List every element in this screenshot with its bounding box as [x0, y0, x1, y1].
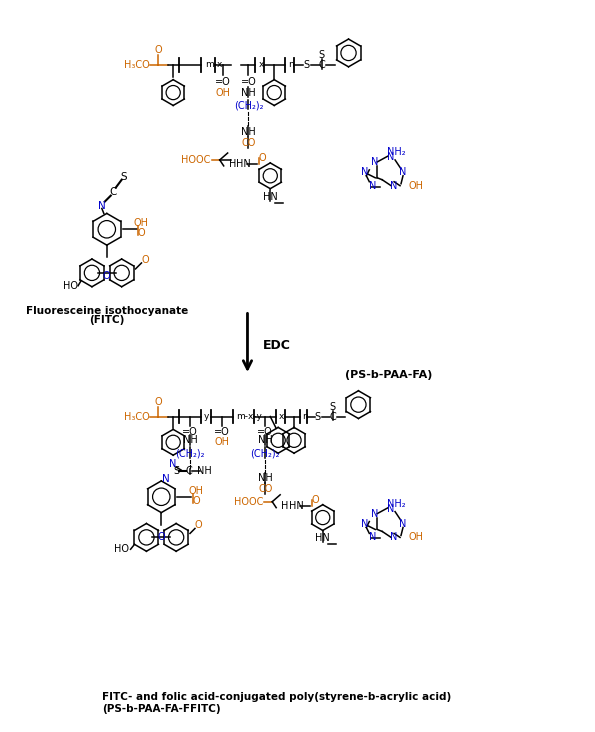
- Text: O: O: [192, 496, 200, 506]
- Text: (CH₂)₂: (CH₂)₂: [234, 100, 263, 111]
- Text: OH: OH: [215, 88, 230, 97]
- Text: O: O: [258, 153, 266, 163]
- Text: OH: OH: [409, 181, 424, 191]
- Text: N: N: [369, 532, 376, 542]
- Text: Fluoresceine isothocyanate: Fluoresceine isothocyanate: [26, 305, 188, 315]
- Text: O: O: [103, 271, 111, 281]
- Text: N: N: [387, 504, 395, 514]
- Text: OH: OH: [214, 437, 229, 447]
- Text: S: S: [330, 402, 336, 411]
- Text: HO: HO: [62, 281, 77, 291]
- Text: H₃CO: H₃CO: [124, 411, 149, 422]
- Text: n: n: [302, 412, 308, 421]
- Text: x: x: [258, 60, 264, 70]
- Text: (PS-b-PAA-FA): (PS-b-PAA-FA): [346, 370, 433, 380]
- Text: NH: NH: [241, 127, 256, 137]
- Text: H₃CO: H₃CO: [124, 60, 149, 70]
- Text: S: S: [173, 466, 179, 476]
- Text: (CH₂)₂: (CH₂)₂: [250, 448, 280, 458]
- Text: (CH₂)₂: (CH₂)₂: [176, 448, 205, 458]
- Text: S: S: [304, 60, 310, 70]
- Text: H: H: [281, 501, 289, 511]
- Text: S: S: [315, 411, 321, 422]
- Text: n: n: [288, 60, 294, 70]
- Text: NH: NH: [241, 88, 256, 97]
- Text: C: C: [186, 466, 192, 476]
- Text: =O: =O: [215, 77, 231, 86]
- Text: O: O: [158, 532, 165, 542]
- Text: NH: NH: [258, 473, 273, 483]
- Text: =O: =O: [182, 427, 198, 438]
- Text: N: N: [371, 509, 378, 518]
- Text: H: H: [229, 159, 236, 169]
- Text: =O: =O: [214, 427, 230, 438]
- Text: HN: HN: [263, 192, 278, 201]
- Text: N: N: [399, 167, 407, 177]
- Text: S: S: [319, 50, 325, 60]
- Text: =O: =O: [258, 427, 273, 438]
- Text: EDC: EDC: [264, 339, 291, 351]
- Text: O: O: [311, 495, 319, 505]
- Text: HO: HO: [114, 545, 129, 554]
- Text: HOOC: HOOC: [181, 155, 211, 165]
- Text: N: N: [361, 167, 368, 177]
- Text: HN: HN: [315, 534, 330, 543]
- Text: N: N: [371, 157, 378, 167]
- Text: m-x-y: m-x-y: [237, 412, 262, 421]
- Text: (FITC): (FITC): [89, 315, 124, 326]
- Text: NH: NH: [196, 466, 211, 476]
- Text: N: N: [390, 181, 398, 191]
- Text: N: N: [170, 459, 177, 469]
- Text: N: N: [162, 474, 170, 484]
- Text: CO: CO: [242, 138, 256, 148]
- Text: HN: HN: [289, 501, 303, 511]
- Text: NH₂: NH₂: [387, 147, 405, 157]
- Text: N: N: [98, 201, 106, 211]
- Text: O: O: [194, 520, 202, 531]
- Text: O: O: [137, 228, 145, 238]
- Text: O: O: [155, 45, 162, 55]
- Text: O: O: [142, 255, 149, 265]
- Text: C: C: [318, 60, 325, 70]
- Text: S: S: [120, 172, 127, 182]
- Text: =O: =O: [240, 77, 256, 86]
- Text: x: x: [279, 412, 284, 421]
- Text: C: C: [109, 187, 117, 197]
- Text: N: N: [361, 518, 368, 529]
- Text: (PS-b-PAA-FA-FFITC): (PS-b-PAA-FA-FFITC): [102, 703, 221, 714]
- Text: C: C: [329, 411, 336, 422]
- Text: N: N: [390, 532, 398, 542]
- Text: NH₂: NH₂: [387, 498, 405, 509]
- Text: CO: CO: [258, 484, 273, 494]
- Text: y: y: [204, 412, 209, 421]
- Text: HOOC: HOOC: [234, 497, 264, 507]
- Text: OH: OH: [409, 532, 424, 542]
- Text: N: N: [369, 181, 376, 191]
- Text: N: N: [399, 518, 407, 529]
- Text: OH: OH: [189, 486, 203, 496]
- Text: N: N: [387, 152, 395, 162]
- Text: HN: HN: [236, 159, 251, 169]
- Text: m-x: m-x: [205, 60, 223, 70]
- Text: NH: NH: [258, 436, 273, 445]
- Text: O: O: [155, 397, 162, 407]
- Text: OH: OH: [134, 218, 149, 228]
- Text: FITC- and folic acid-conjugated poly(styrene-b-acrylic acid): FITC- and folic acid-conjugated poly(sty…: [102, 692, 451, 702]
- Text: NH: NH: [183, 436, 198, 445]
